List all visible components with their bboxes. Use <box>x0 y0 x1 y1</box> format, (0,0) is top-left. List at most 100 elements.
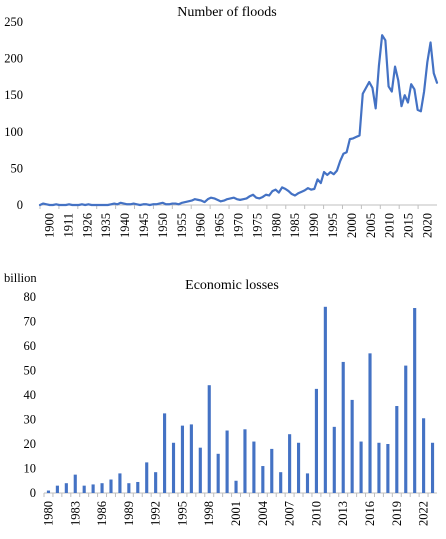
losses-bar <box>377 442 381 493</box>
floods-chart-title: Number of floods <box>177 5 277 20</box>
losses-x-tick-label: 1989 <box>122 501 136 526</box>
floods-x-axis: 1900 1911 1926 1935 1940 1945 1950 1955 1960 1965… <box>39 204 437 238</box>
floods-y-tick-label: 0 <box>17 198 23 212</box>
floods-x-tick-label: 1940 <box>118 213 132 238</box>
losses-bar <box>154 472 158 493</box>
floods-x-tick-label: 1955 <box>175 213 189 238</box>
losses-bar <box>305 473 310 493</box>
floods-x-tick-label: 2020 <box>421 213 435 238</box>
losses-bar <box>46 490 51 493</box>
losses-bar <box>404 365 408 493</box>
losses-y-tick-label: 60 <box>24 339 37 353</box>
losses-x-tick-label: 2004 <box>256 500 270 526</box>
losses-bar <box>279 472 283 493</box>
losses-bar <box>136 481 140 493</box>
losses-bar <box>413 308 417 493</box>
losses-bar <box>359 441 363 493</box>
floods-y-tick-label: 100 <box>4 125 23 139</box>
losses-chart: Economic losses billion 0 10 20 30 40 50 60 70 8… <box>4 271 437 526</box>
losses-bar <box>314 388 318 494</box>
losses-y-tick-label: 40 <box>24 388 37 402</box>
losses-x-tick-label: 2016 <box>363 501 377 526</box>
floods-chart: Number of floods 0 50 100 150 200 250 1900 191… <box>4 5 439 238</box>
losses-bar <box>216 453 220 493</box>
losses-bar <box>296 442 301 493</box>
floods-x-tick-label: 1995 <box>326 213 340 238</box>
losses-x-tick-label: 2001 <box>229 501 243 526</box>
losses-bar <box>350 399 354 493</box>
losses-bar <box>100 483 104 493</box>
losses-y-axis: 0 10 20 30 40 50 60 70 80 <box>24 290 37 500</box>
floods-x-tick-label: 1950 <box>156 213 170 238</box>
losses-x-axis: 1980 1983 1986 1989 1992 1995 1998 2001 2004 2007… <box>41 492 437 526</box>
losses-bar <box>180 425 185 494</box>
losses-y-tick-label: 50 <box>24 364 37 378</box>
floods-series-line <box>38 34 439 207</box>
floods-y-axis: 0 50 100 150 200 250 <box>4 15 23 212</box>
losses-bar <box>368 353 372 493</box>
losses-x-tick-label: 1998 <box>202 501 216 526</box>
losses-x-tick-label: 1983 <box>68 501 82 526</box>
losses-bar <box>270 448 274 493</box>
losses-bar <box>198 447 202 493</box>
losses-bar <box>234 480 238 493</box>
losses-bar <box>207 385 211 493</box>
losses-bar <box>118 473 122 493</box>
losses-bar <box>127 483 131 493</box>
losses-bar <box>332 426 336 493</box>
losses-bar <box>64 483 68 493</box>
floods-x-tick-label: 2005 <box>364 213 378 238</box>
floods-x-tick-label: 1900 <box>42 213 56 238</box>
losses-x-tick-label: 2013 <box>336 501 350 526</box>
losses-x-tick-label: 2022 <box>417 501 431 526</box>
floods-x-tick-label: 1935 <box>99 213 113 238</box>
losses-x-tick-label: 1995 <box>175 501 189 526</box>
floods-x-tick-label: 1945 <box>137 213 151 238</box>
floods-x-tick-label: 1965 <box>213 213 227 238</box>
losses-y-tick-label: 70 <box>24 315 37 329</box>
floods-x-tick-label: 1985 <box>288 213 302 238</box>
floods-x-tick-label: 1990 <box>307 213 321 238</box>
floods-x-tick-label: 1975 <box>250 213 264 238</box>
floods-y-tick-label: 50 <box>11 161 24 175</box>
floods-x-tick-label: 1926 <box>80 213 94 238</box>
losses-bar <box>73 474 77 494</box>
floods-y-tick-label: 200 <box>4 52 23 66</box>
floods-x-tick-label: 1980 <box>269 213 283 238</box>
losses-bar <box>323 306 327 493</box>
floods-y-tick-label: 250 <box>4 15 23 29</box>
losses-bar <box>430 442 435 493</box>
losses-bar <box>243 429 247 493</box>
floods-x-tick-label: 2015 <box>402 213 416 238</box>
losses-x-tick-label: 2010 <box>309 501 323 526</box>
losses-x-tick-label: 1980 <box>41 501 55 526</box>
losses-y-tick-label: 0 <box>30 486 36 500</box>
floods-y-tick-label: 150 <box>4 88 23 102</box>
losses-bar <box>189 424 193 493</box>
losses-x-tick-label: 2019 <box>390 501 404 526</box>
losses-bar <box>163 413 167 494</box>
losses-y-tick-label: 30 <box>24 413 37 427</box>
floods-x-tick-label: 2000 <box>345 213 359 238</box>
losses-bar <box>145 462 149 494</box>
losses-bar <box>55 485 59 493</box>
losses-y-axis-unit: billion <box>4 271 37 285</box>
losses-bar <box>341 361 345 493</box>
losses-x-tick-label: 1992 <box>149 501 163 526</box>
losses-chart-title: Economic losses <box>185 278 279 293</box>
losses-bar <box>422 418 426 493</box>
losses-bar <box>252 441 256 493</box>
losses-bar <box>386 444 390 493</box>
losses-bar <box>109 479 113 493</box>
losses-bar <box>225 430 229 493</box>
losses-bar <box>395 406 399 493</box>
floods-x-tick-label: 2010 <box>383 213 397 238</box>
losses-bar <box>261 466 265 493</box>
losses-y-tick-label: 10 <box>24 462 37 476</box>
losses-y-tick-label: 80 <box>24 290 37 304</box>
losses-bar <box>82 485 86 493</box>
losses-bars <box>46 306 435 494</box>
losses-x-tick-label: 2007 <box>283 501 297 526</box>
floods-x-tick-label: 1970 <box>232 213 246 238</box>
